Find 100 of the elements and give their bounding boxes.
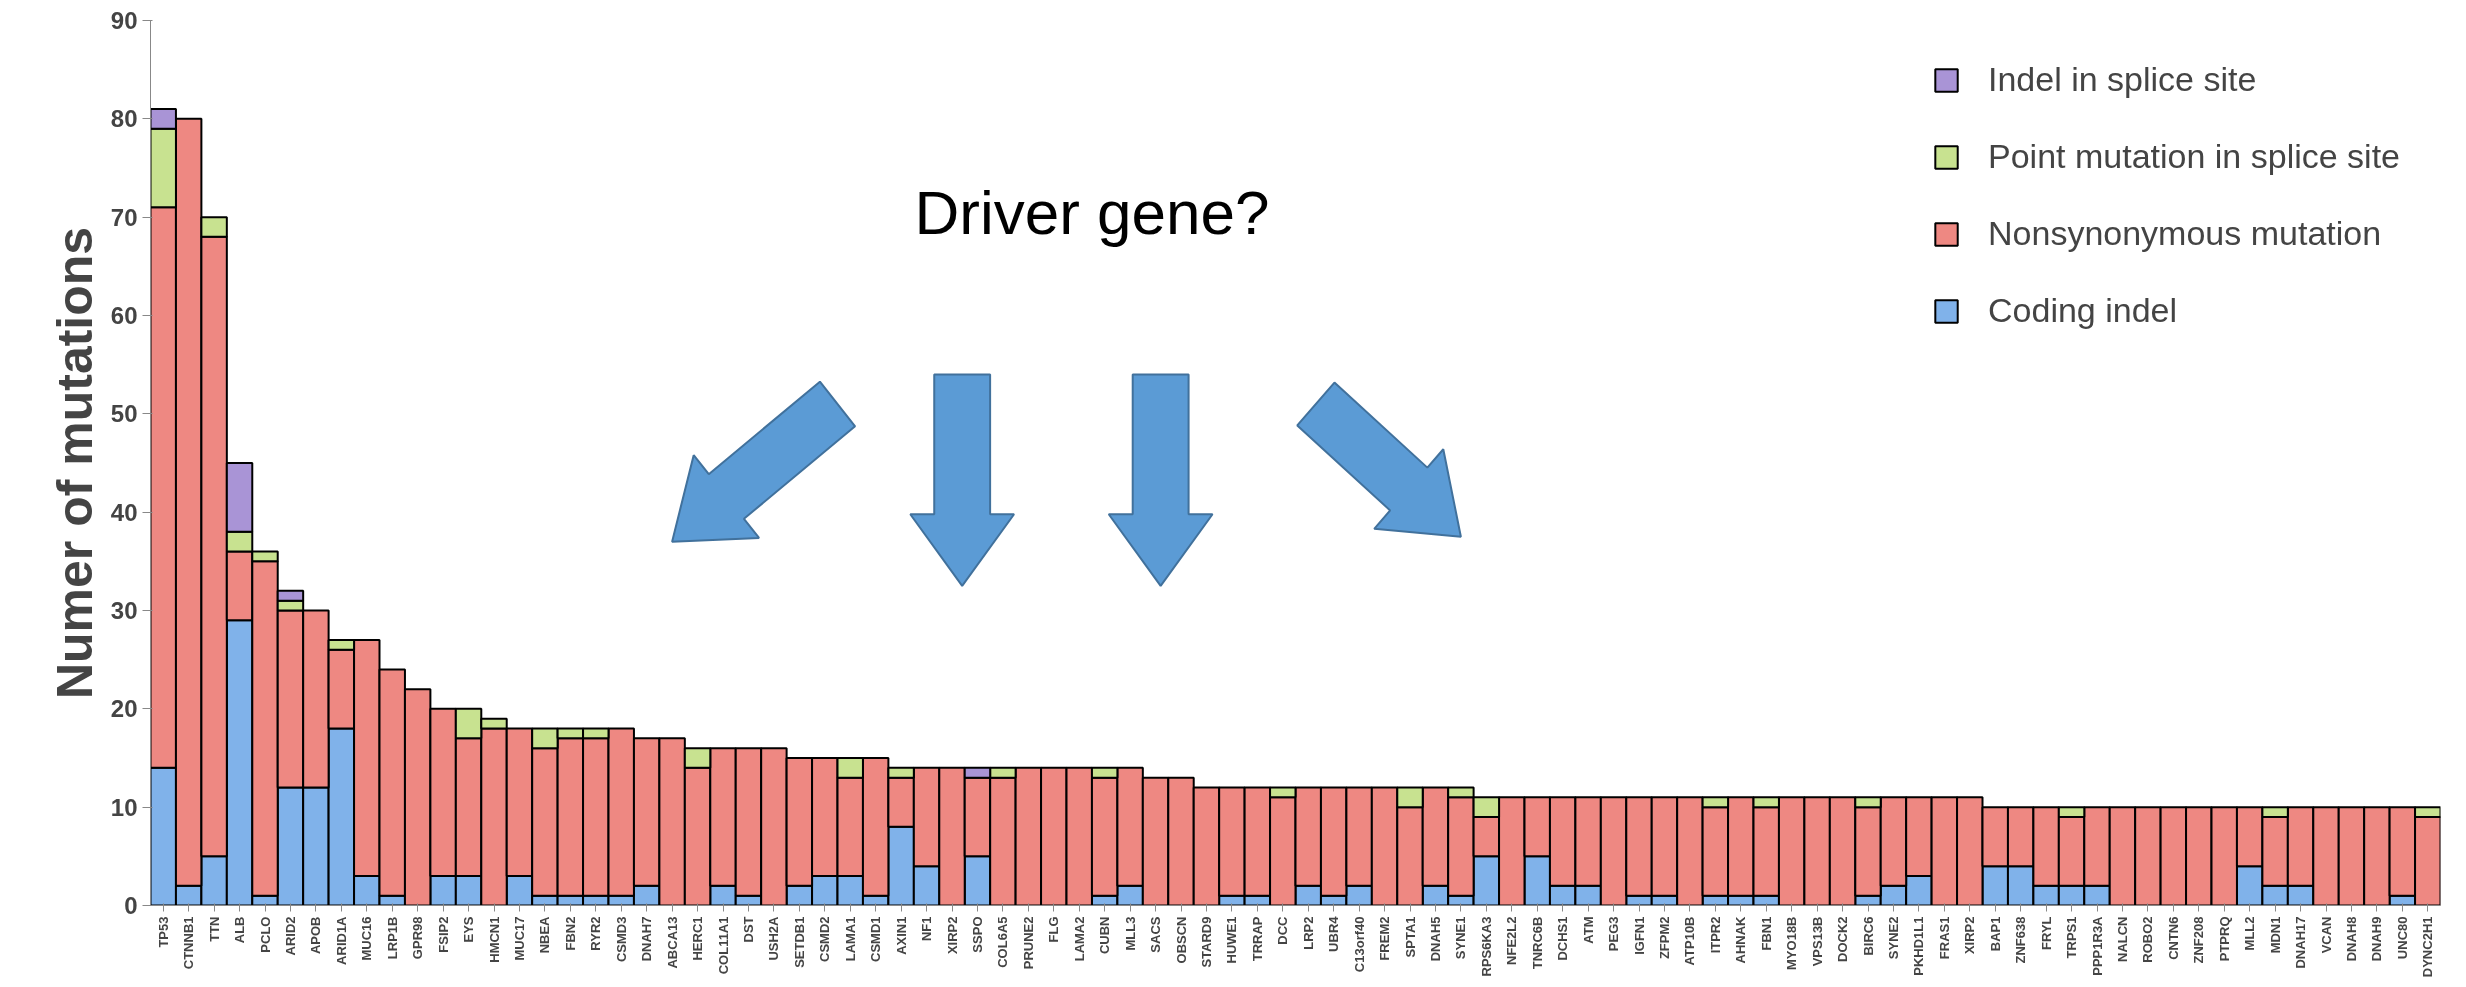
x-tick-label: MDN1: [2267, 916, 2283, 954]
x-tick-label: PKHD1L1: [1911, 916, 1927, 976]
x-tick-label: NFE2L2: [1504, 916, 1520, 965]
x-tick-label: FLG: [1046, 916, 1062, 943]
x-tick-label: ATM: [1580, 916, 1596, 944]
annotation: Driver gene?: [914, 177, 1270, 247]
x-tick-label: RPS6KA3: [1478, 916, 1494, 977]
x-tick-label: STARD9: [1198, 916, 1214, 968]
x-tick-label: CSMD1: [868, 916, 884, 963]
legend-label: Nonsynonymous mutation: [1988, 214, 2382, 253]
x-tick-label: DNAH17: [2293, 916, 2309, 969]
x-tick-label: PRUNE2: [1020, 916, 1036, 970]
x-tick-label: PEG3: [1606, 916, 1622, 952]
x-tick-label: CSMD2: [817, 916, 833, 963]
x-tick-label: ZNF638: [2013, 916, 2029, 964]
x-tick-label: DCHS1: [1555, 916, 1571, 961]
x-tick-label: ZNF208: [2191, 916, 2207, 964]
x-tick-label: UNC80: [2394, 916, 2410, 960]
x-tick-label: TRPS1: [2064, 916, 2080, 959]
x-tick-label: VCAN: [2318, 916, 2334, 954]
x-tick-label: SACS: [1148, 916, 1164, 953]
x-tick-label: DCC: [1275, 915, 1291, 945]
y-axis-title: Numer of mutations: [46, 226, 103, 700]
x-tick-label: CSMD3: [613, 916, 629, 963]
y-tick-label: 50: [110, 400, 138, 428]
x-tick-label: MYO18B: [1784, 916, 1800, 970]
x-tick-label: GPR98: [410, 916, 426, 960]
x-tick-label: EYS: [461, 916, 477, 943]
x-tick-label: LAMA2: [1071, 916, 1087, 962]
y-tick-label: 70: [110, 203, 138, 231]
x-tick-label: MUC16: [359, 916, 375, 961]
legend-label: Point mutation in splice site: [1988, 137, 2400, 176]
x-tick-label: SSPO: [969, 916, 985, 953]
x-tick-label: XIRP2: [944, 916, 960, 955]
x-tick-label: PPP1R3A: [2089, 915, 2105, 976]
x-tick-label: SETDB1: [791, 916, 807, 968]
x-tick-label: LRP2: [1300, 916, 1316, 950]
x-tick-label: DNAH5: [1427, 916, 1443, 962]
x-tick-label: TP53: [155, 916, 171, 948]
x-tick-label: FRAS1: [1936, 916, 1952, 960]
x-tick-label: FRYL: [2038, 916, 2054, 950]
x-tick-label: DST: [740, 916, 756, 943]
x-tick-label: ABCA13: [664, 916, 680, 969]
y-tick-label: 0: [124, 892, 138, 919]
x-tick-label: ARID1A: [333, 915, 349, 965]
x-tick-label: VPS13B: [1809, 916, 1825, 967]
x-tick-label: HUWE1: [1224, 916, 1240, 964]
x-tick-label: ZFPM2: [1656, 916, 1672, 960]
x-tick-label: LAMA1: [842, 916, 858, 962]
x-tick-label: BAP1: [1987, 916, 2003, 952]
x-tick-label: MLL2: [2242, 916, 2258, 951]
x-tick-label: SYNE2: [1885, 916, 1901, 960]
legend-label: Indel in splice site: [1988, 60, 2257, 99]
x-tick-label: C13orf40: [1351, 916, 1367, 973]
x-tick-label: DNAH8: [2343, 916, 2359, 962]
x-tick-label: HERC1: [690, 916, 706, 961]
x-tick-label: BIRC6: [1860, 916, 1876, 956]
x-tick-label: ARID2: [282, 916, 298, 956]
x-tick-label: ATP10B: [1682, 916, 1698, 966]
x-tick-label: MUC17: [511, 916, 527, 961]
x-tick-label: NALCN: [2114, 916, 2130, 962]
x-tick-label: CUBN: [1097, 916, 1113, 955]
y-tick-label: 80: [110, 105, 138, 133]
y-tick-label: 60: [110, 302, 138, 329]
x-tick-label: FREM2: [1377, 916, 1393, 961]
x-tick-label: LRP1B: [384, 916, 400, 960]
x-tick-label: APOB: [308, 916, 324, 955]
x-tick-label: DNAH9: [2369, 916, 2385, 962]
x-tick-label: NF1: [919, 916, 935, 942]
x-tick-label: FSIP2: [435, 916, 451, 953]
x-tick-label: FBN2: [562, 916, 578, 951]
x-tick-label: NBEA: [537, 915, 553, 954]
x-tick-label: XIRP2: [1962, 916, 1978, 955]
x-tick-label: AHNAK: [1733, 915, 1749, 964]
x-tick-label: ALB: [232, 916, 248, 944]
x-tick-label: DOCK2: [1835, 916, 1851, 963]
x-tick-label: CNTN6: [2165, 916, 2181, 960]
x-tick-label: COL11A1: [715, 916, 731, 975]
x-tick-label: UBR4: [1326, 915, 1342, 952]
x-tick-label: SPTA1: [1402, 916, 1418, 958]
y-tick-label: 90: [110, 7, 138, 34]
x-tick-label: TRRAP: [1249, 916, 1265, 962]
y-tick-label: 30: [110, 597, 138, 624]
x-tick-label: USH2A: [766, 915, 782, 961]
x-tick-label: ITPR2: [1707, 916, 1723, 954]
x-tick-label: DNAH7: [639, 916, 655, 962]
x-tick-label: FBN1: [1758, 916, 1774, 951]
y-tick-label: 20: [110, 695, 138, 723]
x-tick-label: MLL3: [1122, 916, 1138, 951]
x-tick-label: CTNNB1: [181, 916, 197, 970]
legend-label: Coding indel: [1988, 291, 2178, 330]
x-tick-label: DYNC2H1: [2420, 916, 2436, 978]
x-tick-label: PCLO: [257, 916, 273, 953]
x-tick-label: SYNE1: [1453, 916, 1469, 960]
y-tick-label: 10: [110, 793, 138, 821]
x-tick-label: ROBO2: [2140, 916, 2156, 963]
x-tick-label: RYR2: [588, 916, 604, 951]
x-tick-label: TTN: [206, 916, 222, 942]
y-tick-label: 40: [110, 498, 138, 526]
x-tick-label: OBSCN: [1173, 916, 1189, 964]
